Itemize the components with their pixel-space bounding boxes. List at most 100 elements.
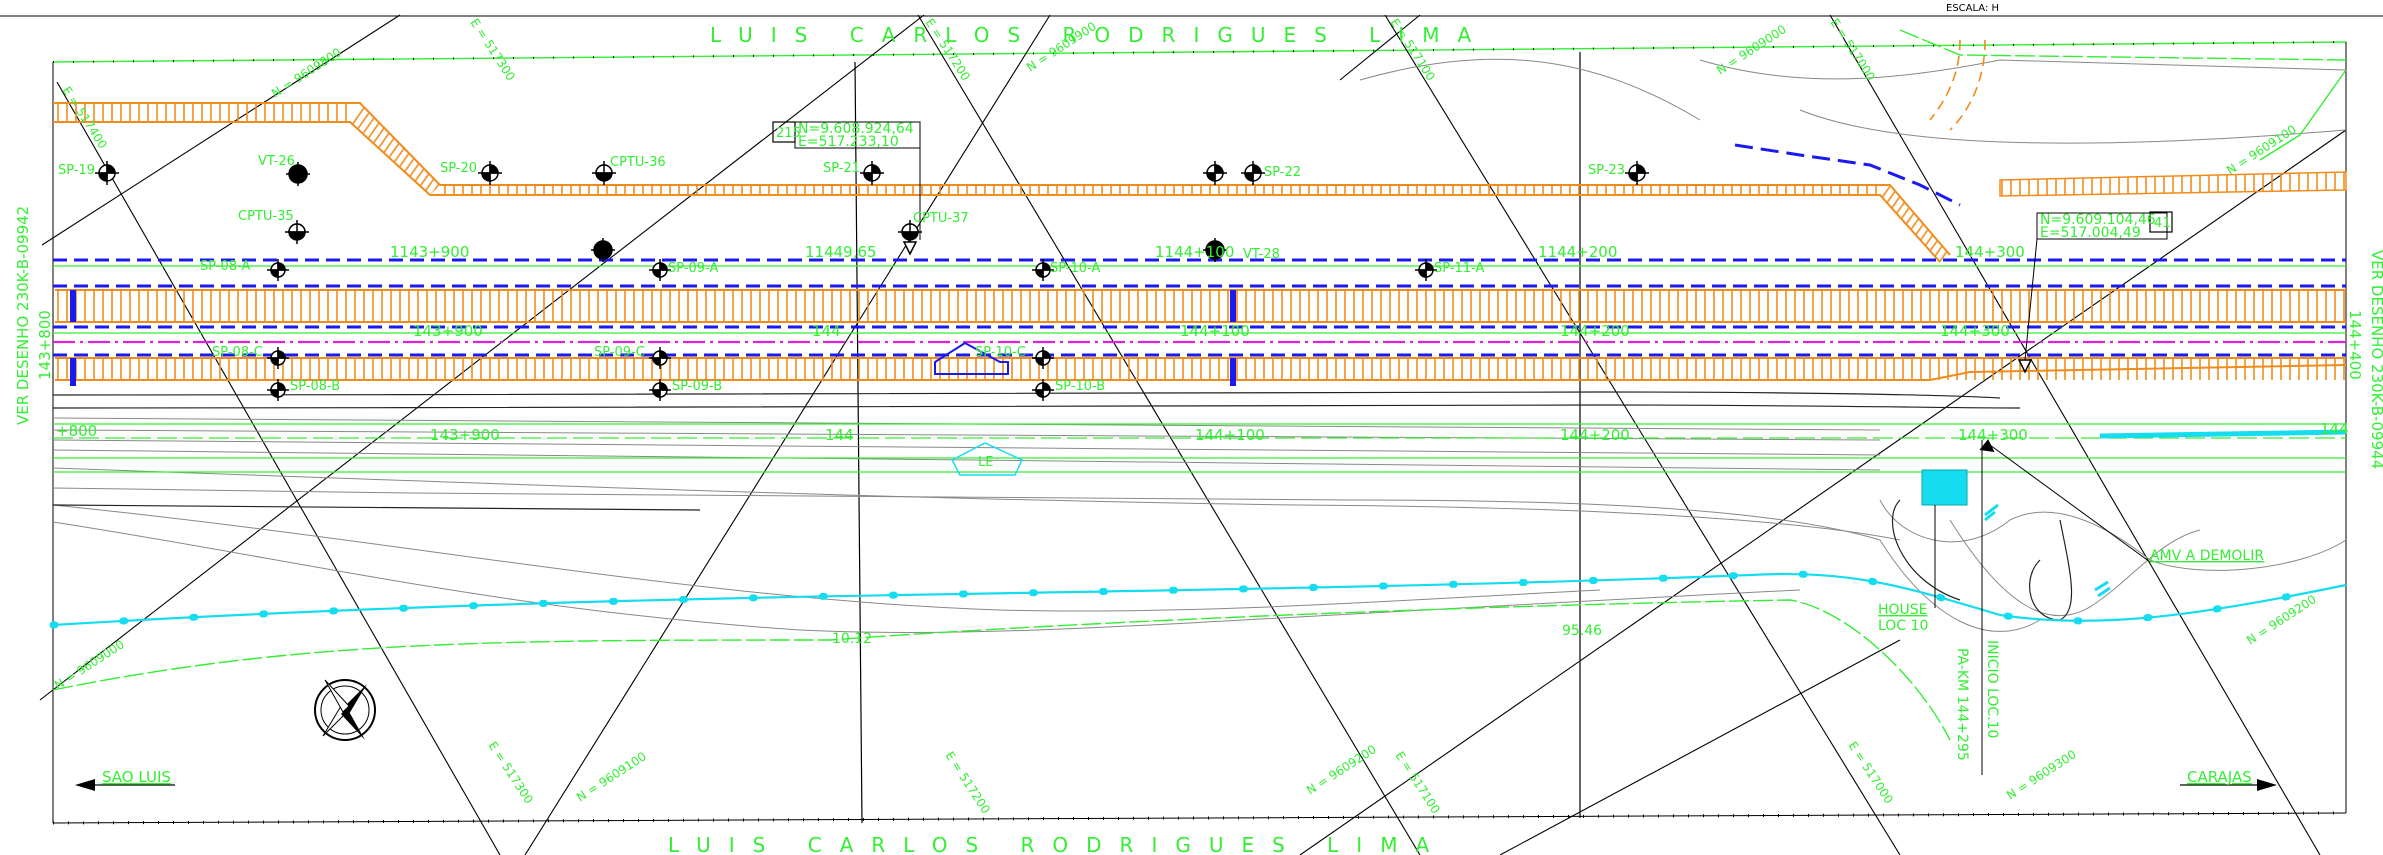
- grid-label: N = 9609300: [2004, 747, 2079, 802]
- fence-bottom: [52, 811, 2347, 825]
- track-platform-lower: [55, 357, 2347, 381]
- structure-le: [950, 442, 1023, 476]
- borehole-label: SP-10-B: [1055, 379, 1105, 394]
- contour-lines-dark: [52, 391, 2073, 621]
- north-arrow-icon: [314, 679, 376, 741]
- dimension-1: 10.12: [832, 631, 872, 647]
- borehole-label: SP-19: [58, 163, 95, 178]
- coord-2-e: E=517.004,49: [2040, 225, 2141, 241]
- borehole-symbols: [95, 161, 2033, 401]
- borehole-label: SP-20: [440, 161, 477, 176]
- stations-low: +800 143+900 144 144+100 144+200 144+300…: [56, 420, 2349, 444]
- station-label: 144: [2320, 420, 2349, 438]
- street-name-top: LUIS CARLOS RODRIGUES LIMA: [710, 23, 1489, 47]
- borehole-label: SP-21: [823, 161, 860, 176]
- loc-label: LOC 10: [1878, 618, 1928, 634]
- dimension-2: 95.46: [1562, 623, 1602, 639]
- station-label: 144+100: [1195, 426, 1265, 444]
- street-name-bottom: LUIS CARLOS RODRIGUES LIMA: [668, 833, 1447, 855]
- station-label: 144+200: [1560, 426, 1630, 444]
- track-platform-upper: [55, 289, 2346, 323]
- end-markers: [70, 290, 1236, 386]
- coordinate-grid: [39, 14, 2347, 855]
- direction-left-label: SAO LUIS: [102, 768, 171, 786]
- grid-label: E = 517300: [467, 16, 517, 83]
- station-label: +800: [56, 422, 97, 440]
- borehole-label: VT-28: [1243, 247, 1280, 262]
- chainage-lines: [53, 265, 2347, 473]
- station-label: 144+300: [1955, 243, 2025, 261]
- grid-label: E = 517100: [1392, 749, 1442, 816]
- station-label: 144: [812, 322, 841, 340]
- borehole-label: SP-09-A: [668, 261, 718, 276]
- borehole-label: SP-10-A: [1050, 261, 1100, 276]
- station-label: 143+900: [430, 426, 500, 444]
- grid-label: N = 9609100: [574, 749, 649, 804]
- coord-1-e: E=517.233,10: [798, 134, 899, 150]
- borehole-label: VT-26: [258, 154, 295, 169]
- house-label: HOUSE: [1878, 602, 1928, 618]
- grid-label: E = 517300: [485, 739, 535, 806]
- stations-mid: 143+900 144 144+100 144+200 144+300: [413, 322, 2010, 340]
- inicio-label: INICIO LOC.10: [1984, 640, 2000, 738]
- right-drawing-ref: VER DESENHO 230K-B-09944: [2368, 250, 2383, 469]
- coord-callout-2: N=9.609.104,46 E=517.004,49 41: [2024, 211, 2173, 361]
- direction-arrow-left: SAO LUIS: [75, 768, 175, 791]
- grid-label: N = 9609100: [2224, 122, 2299, 177]
- grid-label: N = 9609200: [1304, 742, 1379, 797]
- house-structure: [1921, 469, 2111, 598]
- pa-km-label: PA-KM 144+295: [1954, 648, 1970, 761]
- station-label: 144+300: [1958, 426, 2028, 444]
- right-km-label: 144+400: [2346, 310, 2364, 380]
- grid-label: E = 517200: [942, 749, 992, 816]
- direction-right-label: CARAJAS: [2187, 768, 2252, 786]
- grid-label: N = 9609800: [269, 45, 344, 100]
- borehole-label: SP-09-C: [594, 345, 645, 360]
- grid-label: E = 517000: [1845, 739, 1895, 806]
- station-label: 144+100: [1180, 322, 1250, 340]
- borehole-label: SP-08-C: [212, 345, 263, 360]
- track-axis-lines: [53, 143, 2346, 357]
- grid-label: N = 9609000: [52, 637, 127, 692]
- borehole-label: SP-10-C: [975, 345, 1026, 360]
- station-label: 1143+900: [390, 243, 469, 261]
- amv-label: AMV A DEMOLIR: [2150, 548, 2264, 564]
- grid-label: N = 9609200: [2244, 592, 2319, 647]
- borehole-label: CPTU-37: [913, 211, 969, 226]
- coord-1-id: 215: [776, 126, 801, 141]
- borehole-labels: SP-19 VT-26 SP-20 CPTU-36 SP-21 CPTU-35 …: [58, 154, 1625, 394]
- borehole-label: SP-08-A: [200, 259, 250, 274]
- station-label: 144: [825, 426, 854, 444]
- borehole-label: SP-11-A: [1434, 261, 1484, 276]
- borehole-label: SP-22: [1264, 165, 1301, 180]
- station-label: 11449,65: [805, 243, 877, 261]
- fence-top: [52, 41, 2347, 63]
- station-label: 143+900: [413, 322, 483, 340]
- station-label: 1144+100: [1155, 243, 1234, 261]
- le-label: LE: [978, 455, 993, 470]
- leader-lines: [1934, 439, 2151, 775]
- borehole-label: SP-08-B: [290, 379, 340, 394]
- scale-label: ESCALA: H: [1946, 3, 1999, 14]
- left-drawing-ref: VER DESENHO 230K-B-09942: [14, 206, 32, 425]
- station-label: 1144+200: [1538, 243, 1617, 261]
- coord-1-n: N=9.608.924,64: [798, 121, 914, 137]
- left-km-label: 143+800: [36, 310, 54, 380]
- station-label: 144+300: [1940, 322, 2010, 340]
- water-line: [49, 570, 2350, 629]
- property-fence: [52, 29, 2347, 741]
- structure-blue: [934, 341, 1009, 375]
- borehole-label: SP-09-B: [672, 379, 722, 394]
- stations-top: 1143+900 11449,65 1144+100 1144+200 144+…: [390, 243, 2025, 261]
- borehole-label: CPTU-35: [238, 209, 294, 224]
- coord-2-id: 41: [2154, 216, 2171, 231]
- borehole-label: CPTU-36: [610, 155, 666, 170]
- direction-arrow-right: CARAJAS: [2180, 768, 2277, 791]
- grid-label: E = 517000: [1827, 16, 1877, 83]
- borehole-label: SP-23: [1588, 163, 1625, 178]
- coord-2-n: N=9.609.104,46: [2040, 212, 2156, 228]
- embankment-north: [53, 39, 2347, 263]
- coord-callout-1: 215 N=9.608.924,64 E=517.233,10: [772, 121, 921, 240]
- station-label: 144+200: [1560, 322, 1630, 340]
